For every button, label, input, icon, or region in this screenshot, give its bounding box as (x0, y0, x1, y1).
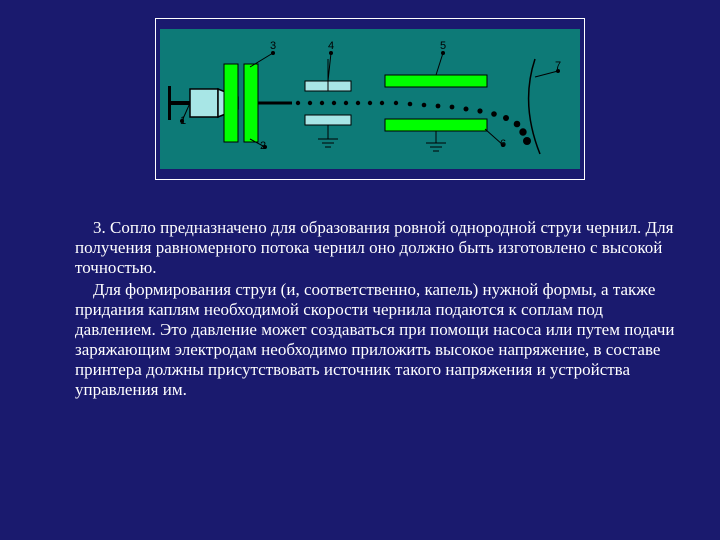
body-text: 3. Сопло предназначено для образования р… (75, 218, 675, 402)
svg-text:7: 7 (555, 60, 561, 72)
diagram-container: 1 2 3 4 5 6 7 (155, 18, 585, 180)
slide: 1 2 3 4 5 6 7 3. Сопло предназначено для образ… (0, 0, 720, 540)
diagram: 1 2 3 4 5 6 7 (160, 29, 580, 169)
svg-text:5: 5 (440, 40, 446, 52)
svg-text:4: 4 (328, 40, 334, 52)
paragraph-1: 3. Сопло предназначено для образования р… (75, 218, 675, 278)
svg-text:1: 1 (180, 115, 186, 127)
paragraph-2: Для формирования струи (и, соответственн… (75, 280, 675, 400)
svg-text:3: 3 (270, 40, 276, 52)
diagram-frame: 1 2 3 4 5 6 7 (155, 18, 585, 180)
svg-text:6: 6 (500, 138, 506, 150)
svg-text:2: 2 (260, 140, 266, 152)
